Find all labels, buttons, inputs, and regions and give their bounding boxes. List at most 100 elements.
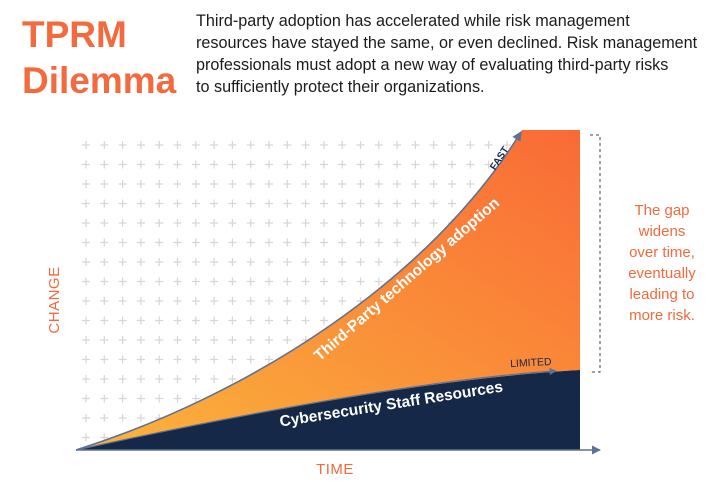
grid-plus-mark bbox=[173, 180, 182, 188]
intro-line-2: resources have stayed the same, or even … bbox=[196, 34, 698, 52]
grid-plus-mark bbox=[118, 199, 127, 208]
grid-plus-mark bbox=[210, 160, 219, 169]
grid-plus-mark bbox=[374, 238, 383, 247]
grid-plus-mark bbox=[319, 180, 328, 188]
grid-plus-mark bbox=[155, 375, 164, 383]
intro-paragraph: Third-party adoption has accelerated whi… bbox=[196, 10, 711, 98]
grid-plus-mark bbox=[246, 199, 255, 208]
grid-plus-mark bbox=[118, 394, 127, 403]
grid-plus-mark bbox=[448, 199, 456, 208]
grid-plus-mark bbox=[173, 277, 182, 286]
grid-plus-mark bbox=[228, 180, 237, 188]
gap-note-line-5: leading to bbox=[629, 286, 695, 303]
grid-plus-mark bbox=[429, 219, 438, 227]
grid-plus-mark bbox=[100, 316, 109, 325]
grid-plus-mark bbox=[283, 141, 292, 149]
grid-plus-mark bbox=[411, 141, 420, 149]
grid-plus-mark bbox=[319, 238, 328, 247]
grid-plus-mark bbox=[191, 355, 200, 364]
grid-plus-mark bbox=[100, 336, 109, 344]
grid-plus-mark bbox=[265, 355, 273, 364]
grid-plus-mark bbox=[283, 199, 292, 208]
grid-plus-mark bbox=[118, 336, 127, 344]
grid-plus-mark bbox=[283, 297, 292, 305]
grid-plus-mark bbox=[265, 258, 273, 266]
grid-plus-mark bbox=[448, 160, 456, 169]
x-axis-label: TIME bbox=[316, 461, 354, 478]
grid-plus-mark bbox=[246, 180, 255, 188]
page-title-line-2: Dilemma bbox=[22, 60, 177, 101]
adoption-area bbox=[76, 130, 580, 450]
grid-plus-mark bbox=[100, 394, 109, 403]
grid-plus-mark bbox=[283, 238, 292, 247]
grid-plus-mark bbox=[283, 316, 292, 325]
grid-plus-mark bbox=[173, 394, 182, 403]
grid-plus-mark bbox=[246, 277, 255, 286]
grid-plus-mark bbox=[246, 297, 255, 305]
grid-plus-mark bbox=[466, 180, 475, 188]
gap-note-line-2: widens bbox=[638, 223, 686, 240]
grid-plus-mark bbox=[283, 160, 292, 169]
grid-plus-mark bbox=[136, 316, 145, 325]
grid-plus-mark bbox=[319, 199, 328, 208]
gap-note: The gap widens over time, eventually lea… bbox=[608, 200, 716, 326]
grid-plus-mark bbox=[100, 219, 109, 227]
grid-plus-mark bbox=[301, 316, 310, 325]
grid-plus-mark bbox=[191, 316, 200, 325]
grid-plus-mark bbox=[155, 141, 164, 149]
grid-plus-mark bbox=[448, 141, 456, 149]
grid-plus-mark bbox=[100, 375, 109, 383]
grid-plus-mark bbox=[100, 297, 109, 305]
grid-plus-mark bbox=[411, 180, 420, 188]
grid-plus-mark bbox=[210, 375, 219, 383]
gap-note-line-6: more risk. bbox=[629, 307, 695, 324]
grid-plus-mark bbox=[100, 199, 109, 208]
grid-plus-mark bbox=[210, 141, 219, 149]
grid-plus-mark bbox=[82, 375, 90, 383]
grid-plus-mark bbox=[191, 160, 200, 169]
grid-plus-mark bbox=[466, 160, 475, 169]
grid-plus-mark bbox=[210, 238, 219, 247]
grid-plus-mark bbox=[210, 277, 219, 286]
grid-plus-mark bbox=[393, 238, 402, 247]
grid-plus-mark bbox=[173, 258, 182, 266]
grid-plus-mark bbox=[136, 199, 145, 208]
grid-plus-mark bbox=[356, 180, 365, 188]
grid-plus-mark bbox=[155, 258, 164, 266]
grid-plus-mark bbox=[100, 277, 109, 286]
grid-plus-mark bbox=[155, 336, 164, 344]
grid-plus-mark bbox=[338, 258, 347, 266]
grid-plus-mark bbox=[301, 238, 310, 247]
grid-plus-mark bbox=[173, 355, 182, 364]
grid-plus-mark bbox=[228, 316, 237, 325]
grid-plus-mark bbox=[173, 336, 182, 344]
grid-plus-mark bbox=[338, 277, 347, 286]
grid-plus-mark bbox=[246, 160, 255, 169]
grid-plus-mark bbox=[283, 180, 292, 188]
resources-end-label: LIMITED bbox=[510, 356, 552, 370]
grid-plus-mark bbox=[246, 238, 255, 247]
grid-plus-mark bbox=[265, 199, 273, 208]
grid-plus-mark bbox=[338, 141, 347, 149]
grid-plus-mark bbox=[136, 141, 145, 149]
grid-plus-mark bbox=[484, 160, 493, 169]
resources-area bbox=[76, 370, 580, 450]
grid-plus-mark bbox=[155, 199, 164, 208]
grid-plus-mark bbox=[210, 180, 219, 188]
grid-plus-mark bbox=[118, 160, 127, 169]
grid-plus-mark bbox=[393, 180, 402, 188]
grid-plus-mark bbox=[210, 199, 219, 208]
grid-plus-mark bbox=[191, 219, 200, 227]
resources-curve bbox=[75, 367, 557, 451]
grid-plus-mark bbox=[155, 277, 164, 286]
grid-plus-mark bbox=[393, 141, 402, 149]
grid-plus-mark bbox=[136, 219, 145, 227]
grid-plus-mark bbox=[136, 258, 145, 266]
grid-plus-mark bbox=[411, 199, 420, 208]
grid-plus-mark bbox=[393, 199, 402, 208]
grid-plus-mark bbox=[82, 355, 90, 364]
grid-plus-mark bbox=[319, 141, 328, 149]
gap-bracket bbox=[590, 134, 601, 373]
grid-plus-mark bbox=[210, 336, 219, 344]
